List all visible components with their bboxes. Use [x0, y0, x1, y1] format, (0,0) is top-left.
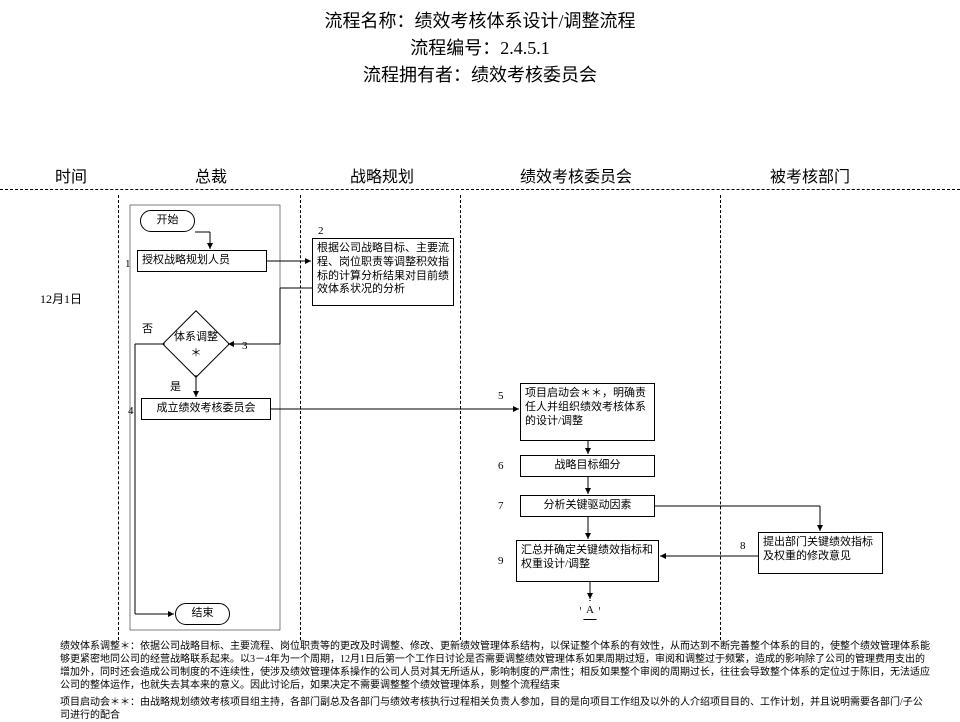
lane-dept: 被考核部门: [770, 163, 850, 187]
num-5: 5: [498, 390, 504, 402]
lane-president: 总裁: [195, 163, 227, 187]
num-4: 4: [128, 405, 134, 417]
title-line-3: 流程拥有者：绩效考核委员会: [0, 62, 960, 89]
node-4: 成立绩效考核委员会: [141, 398, 271, 420]
swimlane-header-row: 时间 总裁 战略规划 绩效考核委员会 被考核部门: [0, 160, 960, 190]
footnote-2: 项目启动会＊＊：由战略规划绩效考核项目组主持，各部门副总及各部门与绩效考核执行过…: [60, 696, 930, 722]
edge-yes: 是: [170, 378, 181, 394]
edges-svg: [0, 0, 960, 720]
node-end: 结束: [175, 603, 230, 625]
divider-4: [720, 195, 721, 640]
num-2: 2: [318, 225, 324, 237]
lane-strategy: 战略规划: [350, 163, 414, 187]
divider-2: [300, 195, 301, 640]
node-7: 分析关键驱动因素: [520, 495, 655, 517]
num-6: 6: [498, 460, 504, 472]
num-1: 1: [125, 258, 131, 270]
num-8: 8: [740, 540, 746, 552]
node-2: 根据公司战略目标、主要流程、岗位职责等调整积效指标的计算分析结果对目前绩效体系状…: [312, 238, 454, 306]
node-3-diamond: 体系调整＊: [162, 310, 230, 378]
node-1: 授权战略规划人员: [137, 250, 267, 272]
title-line-1: 流程名称：绩效考核体系设计/调整流程: [0, 8, 960, 35]
node-5: 项目启动会＊＊，明确责任人并组织绩效考核体系的设计/调整: [520, 383, 655, 441]
title-line-2: 流程编号：2.4.5.1: [0, 35, 960, 62]
node-start: 开始: [140, 210, 195, 232]
node-8: 提出部门关键绩效指标及权重的修改意见: [758, 532, 883, 574]
node-6: 战略目标细分: [520, 455, 655, 477]
page-header: 流程名称：绩效考核体系设计/调整流程 流程编号：2.4.5.1 流程拥有者：绩效…: [0, 0, 960, 89]
divider-3: [460, 195, 461, 640]
num-3: 3: [242, 340, 248, 352]
footnote-1: 绩效体系调整＊：依据公司战略目标、主要流程、岗位职责等的更改及时调整、修改、更新…: [60, 640, 930, 692]
time-dec1: 12月1日: [40, 290, 82, 307]
edge-no: 否: [142, 320, 153, 336]
node-3-label: 体系调整＊: [173, 321, 219, 367]
lane-time: 时间: [55, 163, 87, 187]
connector-a: A: [580, 600, 600, 620]
divider-1: [118, 195, 119, 640]
num-9: 9: [498, 555, 504, 567]
footnotes: 绩效体系调整＊：依据公司战略目标、主要流程、岗位职责等的更改及时调整、修改、更新…: [60, 640, 930, 722]
num-7: 7: [498, 500, 504, 512]
node-9: 汇总并确定关键绩效指标和权重设计/调整: [516, 540, 659, 582]
lane-committee: 绩效考核委员会: [520, 163, 632, 187]
